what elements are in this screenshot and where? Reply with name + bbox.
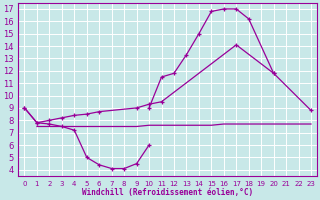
- X-axis label: Windchill (Refroidissement éolien,°C): Windchill (Refroidissement éolien,°C): [82, 188, 253, 197]
